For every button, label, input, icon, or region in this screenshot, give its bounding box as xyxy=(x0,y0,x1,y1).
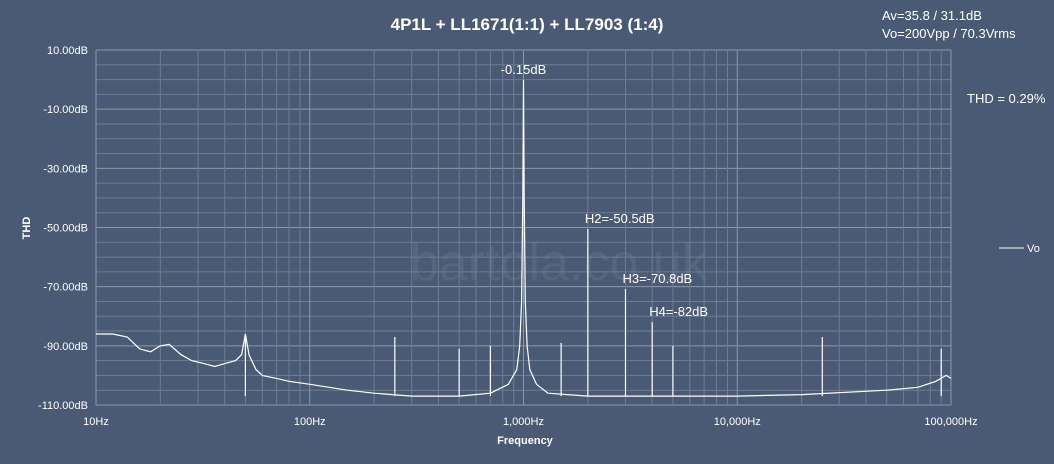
x-tick-label: 1,000Hz xyxy=(503,416,544,428)
y-tick-label: -30.00dB xyxy=(43,163,88,175)
y-tick-label: -70.00dB xyxy=(43,282,88,294)
harmonic-spikes xyxy=(244,228,942,397)
y-tick-label: -50.00dB xyxy=(43,223,88,235)
x-tick-label: 10Hz xyxy=(83,416,109,428)
legend-label: Vo xyxy=(1027,243,1040,255)
y-axis-label: THD xyxy=(21,217,33,240)
series-line-vo xyxy=(96,79,952,397)
series-path-vo xyxy=(96,79,952,397)
x-axis-label: Frequency xyxy=(497,435,554,447)
x-tick-label: 10,000Hz xyxy=(714,416,761,428)
watermark: bartola.co.uk xyxy=(410,234,709,292)
annotation-label: -0.15dB xyxy=(501,62,547,77)
annotation-label: H3=-70.8dB xyxy=(622,271,692,286)
gain-note: Av=35.8 / 31.1dB xyxy=(882,8,982,23)
y-tick-label: -110.00dB xyxy=(38,400,88,412)
y-tick-label: -90.00dB xyxy=(43,341,88,353)
tick-labels: 10.00dB -10.00dB -30.00dB -50.00dB -70.00dB -… xyxy=(38,45,978,428)
legend: Vo xyxy=(999,243,1040,255)
thd-note: THD = 0.29% xyxy=(967,91,1046,106)
x-tick-label: 100,000Hz xyxy=(924,416,977,428)
y-tick-label: -10.00dB xyxy=(43,104,88,116)
output-note: Vo=200Vpp / 70.3Vrms xyxy=(882,26,1016,41)
annotations: -0.15dB H2=-50.5dB H3=-70.8dB H4=-82dB xyxy=(501,62,708,319)
annotation-label: H2=-50.5dB xyxy=(585,211,655,226)
x-tick-label: 100Hz xyxy=(294,416,326,428)
annotation-label: H4=-82dB xyxy=(649,304,708,319)
y-tick-label: 10.00dB xyxy=(47,45,88,57)
chart-title: 4P1L + LL1671(1:1) + LL7903 (1:4) xyxy=(391,15,664,34)
